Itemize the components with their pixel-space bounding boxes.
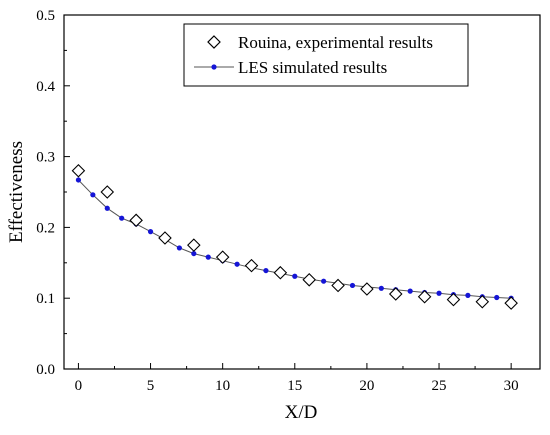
experimental-data-point [244,258,259,273]
y-axis-title: Effectiveness [6,141,27,243]
y-tick-label: 0.4 [36,79,55,95]
x-tick-label: 25 [432,378,447,394]
y-tick-label: 0.1 [36,291,55,307]
legend-diamond-marker [207,35,221,49]
legend: Rouina, experimental results LES simulat… [183,23,469,87]
les-data-point [321,278,327,284]
experimental-data-point [71,163,86,178]
les-data-point [349,282,356,289]
les-data-point [104,205,110,211]
y-tick-label: 0.0 [36,362,55,378]
les-data-point [191,250,197,257]
experimental-data-point [331,278,345,293]
x-tick-label: 10 [215,378,230,394]
les-data-point [176,245,182,251]
legend-circle-marker [211,64,217,70]
les-data-point [234,261,240,267]
les-data-point [407,288,413,294]
les-data-point [147,229,154,235]
legend-label-experimental: Rouina, experimental results [238,33,433,52]
axes-layer: 0 5 10 15 20 25 30 0.0 0.1 0.2 0.3 0.4 0.5 [36,8,541,394]
experimental-data-point [360,282,374,296]
experimental-data-point [417,290,432,304]
y-tick-label: 0.2 [36,220,55,236]
x-tick-label: 15 [287,378,302,394]
les-data-point [119,215,125,221]
legend-frame [183,23,469,87]
x-tick-label: 0 [75,378,83,394]
experimental-data-point [215,250,230,264]
x-axis-title: X/D [285,402,318,423]
les-data-point [292,273,298,279]
les-data-point [436,290,442,296]
x-tick-label: 5 [147,378,155,394]
legend-label-simulated: LES simulated results [238,58,387,77]
experimental-data-point [302,273,316,287]
experimental-data-point [158,231,172,245]
experimental-data-point [100,185,115,199]
y-tick-label: 0.3 [36,150,55,166]
les-data-point [378,285,384,291]
les-data-point [205,254,211,260]
experimental-data-point [388,287,403,301]
les-series-line [78,179,512,299]
les-data-point [263,267,269,274]
experimental-data-point [475,294,490,309]
experimental-data-point [273,265,288,280]
experimental-data-point [129,213,143,228]
les-data-point [494,294,500,301]
x-tick-label: 30 [504,378,519,394]
series-layer [71,163,518,310]
y-tick-label: 0.5 [36,8,55,24]
experimental-data-point [187,238,201,252]
x-tick-label: 20 [359,378,374,394]
les-data-point [75,177,82,183]
les-data-point [90,192,96,198]
experimental-data-point [504,296,518,310]
experimental-data-point [446,292,461,307]
les-data-point [465,292,471,298]
